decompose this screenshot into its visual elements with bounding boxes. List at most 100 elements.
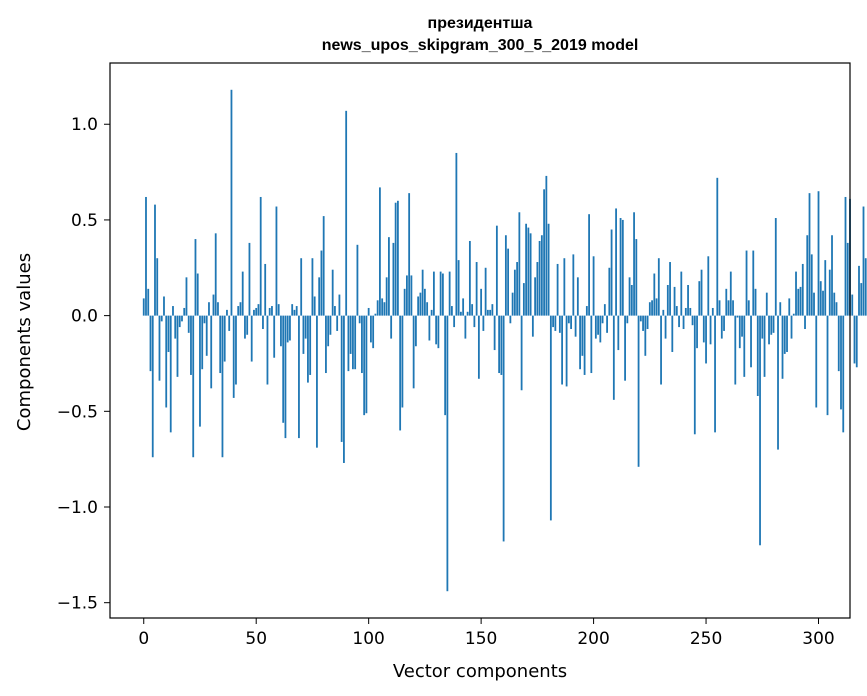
bar-component-151 <box>482 315 485 331</box>
y-tick-label: −0.5 <box>57 402 98 422</box>
bar-component-132 <box>439 271 442 316</box>
bar-component-90 <box>345 110 348 316</box>
bar-component-101 <box>370 315 372 343</box>
bar-component-0 <box>142 298 145 316</box>
bar-component-249 <box>702 315 705 343</box>
bar-component-31 <box>212 294 215 316</box>
bar-component-164 <box>511 292 514 316</box>
bar-component-260 <box>727 300 730 316</box>
bar-component-159 <box>500 315 503 375</box>
bar-component-174 <box>534 277 537 316</box>
bar-component-305 <box>828 269 831 316</box>
x-tick-label: 150 <box>465 629 497 649</box>
bar-component-265 <box>738 315 741 349</box>
bar-component-250 <box>705 315 707 364</box>
bar-component-194 <box>579 315 581 370</box>
bar-component-286 <box>786 315 788 352</box>
bar-component-184 <box>556 263 559 316</box>
bar-component-5 <box>154 204 156 316</box>
bar-component-262 <box>732 300 734 316</box>
bar-component-180 <box>547 223 550 316</box>
bar-component-107 <box>383 302 386 316</box>
bar-component-54 <box>264 263 267 316</box>
bar-component-89 <box>343 315 345 463</box>
bar-component-111 <box>392 242 395 316</box>
bar-component-200 <box>592 256 595 316</box>
bar-component-133 <box>441 273 444 316</box>
bar-component-146 <box>471 304 474 316</box>
bar-component-219 <box>635 239 638 316</box>
bar-component-269 <box>747 300 750 316</box>
bar-component-236 <box>673 286 676 316</box>
bar-component-302 <box>822 290 824 316</box>
bar-component-18 <box>183 307 186 316</box>
bar-component-172 <box>529 233 532 316</box>
bar-component-321 <box>864 258 867 316</box>
bar-component-301 <box>819 281 822 316</box>
bar-component-13 <box>172 306 174 316</box>
bar-component-187 <box>563 258 566 316</box>
bar-component-271 <box>752 250 755 316</box>
bar-component-318 <box>858 265 860 316</box>
bar-component-320 <box>862 206 865 316</box>
bar-component-140 <box>457 260 460 316</box>
bar-component-217 <box>630 285 633 316</box>
bar-component-104 <box>376 300 379 316</box>
bar-component-147 <box>473 315 476 328</box>
bar-component-317 <box>855 315 858 368</box>
bar-component-77 <box>316 315 318 448</box>
bar-component-277 <box>765 292 768 316</box>
bar-component-226 <box>651 300 653 316</box>
bar-component-150 <box>480 288 483 316</box>
bar-component-93 <box>352 315 354 370</box>
bar-component-185 <box>558 315 561 333</box>
bar-component-155 <box>491 304 494 316</box>
bar-component-59 <box>275 206 278 316</box>
bar-component-282 <box>777 315 779 450</box>
bar-component-108 <box>385 277 388 316</box>
y-axis-label: Components values <box>14 253 35 431</box>
bar-component-206 <box>606 315 608 333</box>
bar-component-20 <box>187 315 190 333</box>
plot-frame <box>109 62 851 619</box>
bar-component-290 <box>795 271 797 316</box>
bar-component-136 <box>448 271 451 316</box>
bar-component-292 <box>799 286 802 316</box>
bar-component-296 <box>808 193 811 316</box>
bar-component-222 <box>642 315 644 331</box>
bar-component-97 <box>361 315 363 374</box>
bar-component-175 <box>536 262 539 316</box>
bar-component-212 <box>619 218 622 316</box>
bar-component-126 <box>426 302 429 316</box>
bar-component-211 <box>617 315 620 351</box>
bar-component-230 <box>660 315 662 385</box>
bar-component-312 <box>844 196 847 316</box>
chart-title-line-2: news_upos_skipgram_300_5_2019 model <box>322 37 639 54</box>
bar-component-205 <box>603 304 606 316</box>
bar-component-109 <box>388 237 390 316</box>
bar-component-229 <box>657 258 660 316</box>
bar-component-228 <box>655 298 658 316</box>
bar-component-48 <box>250 315 253 362</box>
bar-component-234 <box>669 262 671 316</box>
bar-component-47 <box>248 242 251 316</box>
bar-component-264 <box>736 315 739 318</box>
bar-component-143 <box>464 315 467 339</box>
bar-component-144 <box>466 311 469 316</box>
bar-component-190 <box>570 315 572 330</box>
bar-component-63 <box>284 315 287 439</box>
bar-component-30 <box>210 315 213 389</box>
bar-component-170 <box>525 223 528 316</box>
bar-component-122 <box>417 296 420 316</box>
bar-component-225 <box>648 302 651 316</box>
bar-component-19 <box>185 277 188 316</box>
bar-component-315 <box>851 294 854 316</box>
chart-title-line-1: президентша <box>428 15 533 32</box>
bar-component-178 <box>543 189 545 316</box>
bar-component-67 <box>293 309 296 316</box>
bar-component-10 <box>165 315 168 408</box>
bar-component-6 <box>156 258 159 316</box>
x-tick-label: 300 <box>802 629 834 649</box>
bar-component-131 <box>437 315 440 349</box>
bar-component-244 <box>691 315 694 326</box>
